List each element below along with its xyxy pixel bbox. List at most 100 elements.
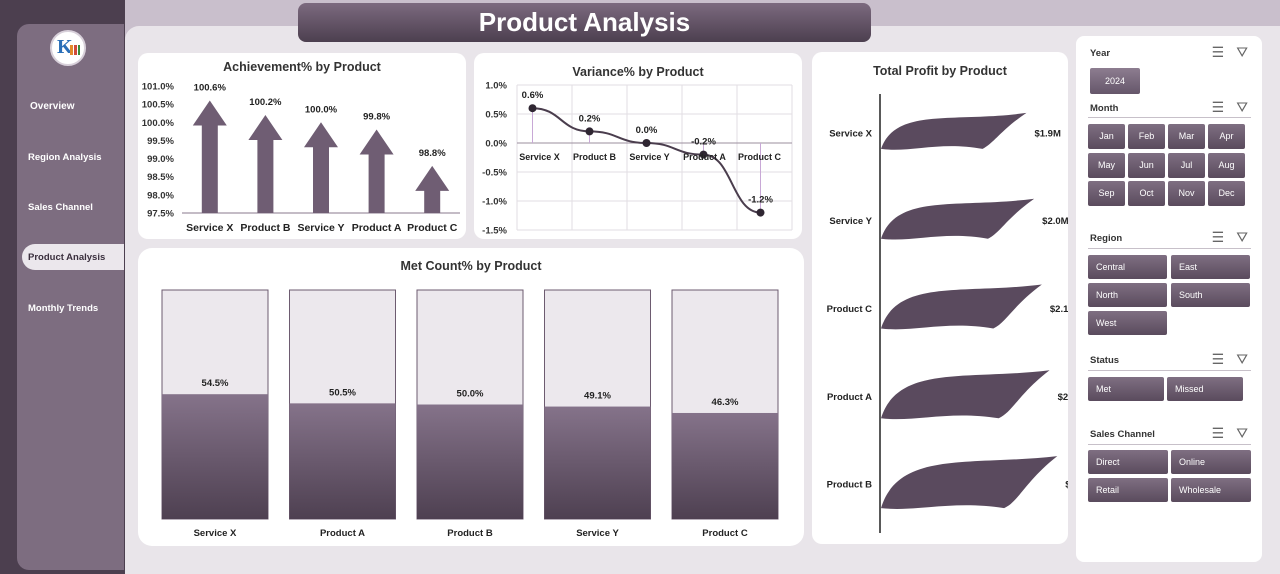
slicer-option-south[interactable]: South [1171,283,1250,307]
y-tick-label: 100.0% [142,118,175,129]
slicer-month-title: Month [1090,103,1119,114]
bar-fill [672,412,778,519]
y-tick-label: -1.0% [482,197,507,208]
multi-select-icon[interactable]: ☰ [1211,425,1225,441]
metcount-chart-title: Met Count% by Product [400,259,542,273]
y-tick-label: 0.0% [485,139,507,150]
x-tick-label: Service Y [576,528,619,539]
slicer-status-icons: ☰ ⛛ [1212,351,1248,368]
clear-filter-icon[interactable]: ⛛ [1236,425,1248,441]
y-tick-label: 1.0% [485,81,507,92]
slicer-option-online[interactable]: Online [1171,450,1251,474]
bar-fill [544,406,651,519]
slicer-divider [1088,117,1251,118]
slicer-region-icons: ☰ ⛛ [1212,229,1248,246]
page-title: Product Analysis [298,3,871,42]
slicer-option-east[interactable]: East [1171,255,1250,279]
flag-bar [881,370,1050,420]
arrow-bar [304,122,338,213]
y-tick-label: Product B [827,480,873,491]
clear-filter-icon[interactable]: ⛛ [1236,351,1248,367]
achievement-chart-title: Achievement% by Product [223,60,381,74]
slicer-option-retail[interactable]: Retail [1088,478,1168,502]
slicer-option-dec[interactable]: Dec [1208,181,1245,206]
x-tick-label: Product C [702,528,748,539]
slicer-option-west[interactable]: West [1088,311,1167,335]
sidebar-item-label: Product Analysis [28,252,106,263]
y-tick-label: Product C [827,304,873,315]
slicer-option-apr[interactable]: Apr [1208,124,1245,149]
slicer-option-jun[interactable]: Jun [1128,152,1165,178]
x-tick-label: Product A [683,152,726,162]
slicer-month-icons: ☰ ⛛ [1212,99,1248,116]
y-tick-label: -0.5% [482,168,507,179]
multi-select-icon[interactable]: ☰ [1211,351,1225,367]
variance-chart: 1.0% 0.5% 0.0% -0.5% -1.0% -1.5% 0.6% Service X… [482,81,793,237]
clear-filter-icon[interactable]: ⛛ [1236,99,1248,115]
slicer-option-may[interactable]: May [1088,152,1125,178]
arrow-bar [192,100,227,213]
slicer-option-north[interactable]: North [1088,283,1167,307]
slicer-option-nov[interactable]: Nov [1168,181,1205,206]
multi-select-icon[interactable]: ☰ [1211,229,1225,245]
data-label: 100.6% [194,83,227,94]
slicer-option-central[interactable]: Central [1088,255,1167,279]
x-tick-label: Product C [407,222,458,234]
slicer-option-oct[interactable]: Oct [1128,181,1165,206]
clear-filter-icon[interactable]: ⛛ [1236,44,1248,60]
flag-bar [881,198,1035,240]
y-tick-label: 97.5% [147,209,174,220]
data-label: $2.3M [1065,480,1068,491]
clear-filter-icon[interactable]: ⛛ [1236,229,1248,245]
variance-chart-title: Variance% by Product [572,65,704,79]
sidebar-item-sales-channel[interactable]: Sales Channel [28,202,93,213]
slicer-option-feb[interactable]: Feb [1128,124,1165,149]
slicer-year-icons: ☰ ⛛ [1212,44,1248,61]
flag-bar [881,456,1058,509]
data-point [699,150,708,159]
slicer-year-option[interactable]: 2024 [1090,68,1140,94]
sidebar-item-monthly-trends[interactable]: Monthly Trends [28,303,99,314]
flag-bar [881,112,1027,150]
logo-bars-icon [70,45,80,55]
slicer-option-missed[interactable]: Missed [1167,377,1243,401]
x-tick-label: Product B [240,222,291,234]
x-tick-label: Service X [186,222,233,234]
bar-fill [162,394,268,519]
slicer-option-met[interactable]: Met [1088,377,1164,401]
slicer-option-sep[interactable]: Sep [1088,181,1125,206]
data-label: -1.2% [748,195,773,206]
multi-select-icon[interactable]: ☰ [1211,44,1225,60]
bar-fill [289,403,396,519]
data-label: $2.0M [1042,216,1068,227]
sidebar-item-product-analysis[interactable]: Product Analysis [22,244,124,270]
metcount-chart: 54.5% Service X 50.5% Product A 50.0% Product… [161,289,779,539]
arrow-bar [248,115,283,213]
variance-card: Variance% by Product 1.0% 0.5% 0.0% -0.5% -1… [474,53,802,239]
slicer-option-mar[interactable]: Mar [1168,124,1205,149]
data-label: 49.1% [584,391,611,402]
y-tick-label: 98.5% [147,172,174,183]
slicer-status-title: Status [1090,355,1120,366]
slicer-option-jul[interactable]: Jul [1168,152,1205,178]
multi-select-icon[interactable]: ☰ [1211,99,1225,115]
logo: K [50,30,86,66]
slicer-option-aug[interactable]: Aug [1208,152,1245,178]
data-label: 98.8% [419,148,446,159]
slicer-option-jan[interactable]: Jan [1088,124,1125,149]
data-point [642,139,651,147]
slicer-panel: Year ☰ ⛛ 2024 Month ☰ ⛛ Jan Feb Mar Apr May J… [1076,36,1262,562]
data-label: $2.2M [1058,392,1068,403]
data-point [585,127,594,136]
sidebar-item-region-analysis[interactable]: Region Analysis [28,152,102,163]
metcount-card: Met Count% by Product 54.5% Service X 50.5… [138,248,804,546]
x-tick-label: Product C [738,152,782,162]
sidebar-item-overview[interactable]: Overview [30,101,75,112]
slicer-option-direct[interactable]: Direct [1088,450,1168,474]
x-tick-label: Product A [320,528,365,539]
data-label: 0.6% [522,90,544,101]
slicer-divider [1088,444,1251,445]
x-tick-label: Service X [194,528,237,539]
slicer-option-wholesale[interactable]: Wholesale [1171,478,1251,502]
slicer-year-title: Year [1090,48,1111,59]
